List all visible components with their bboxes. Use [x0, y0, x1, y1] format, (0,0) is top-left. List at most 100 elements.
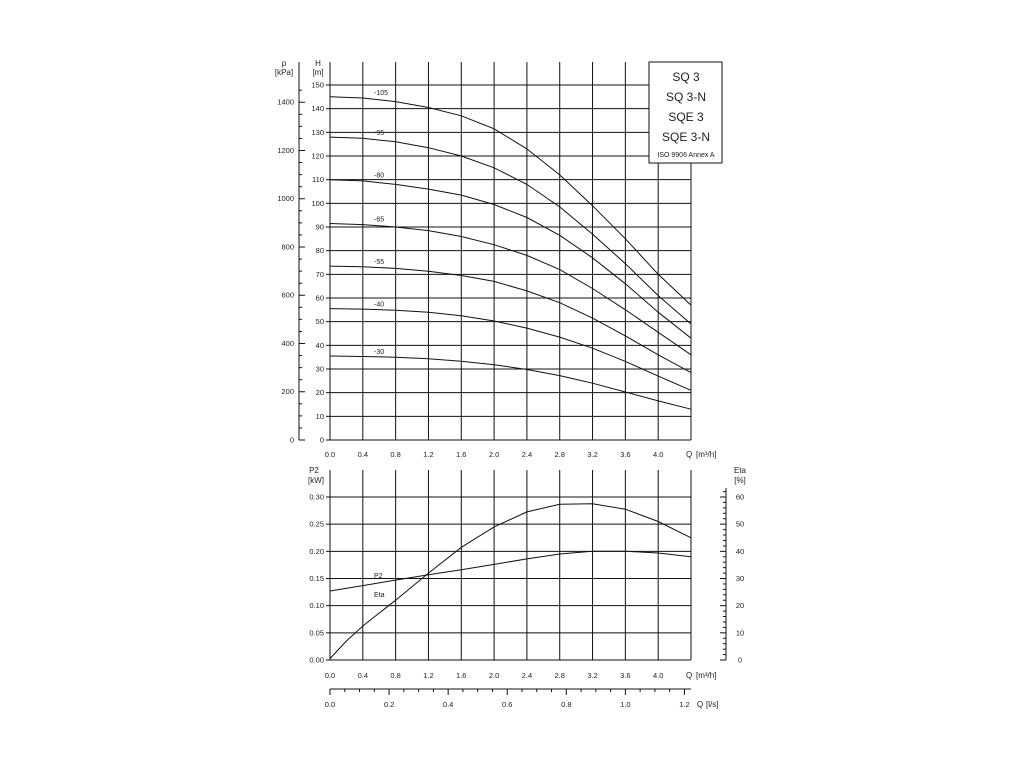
head-x-tick-label: 1.2	[423, 450, 433, 459]
eta-tick-label: 20	[736, 601, 744, 610]
ls-tick-label: 0.0	[325, 700, 335, 709]
p-tick-label: 400	[281, 339, 294, 348]
power-eta-x-axis-unit: [m³/h]	[696, 671, 716, 680]
eta-tick-label: 30	[736, 574, 744, 583]
head-curve-label: -40	[374, 302, 384, 309]
head-x-tick-label: 2.4	[522, 450, 532, 459]
eta-curve-label: Eta	[374, 592, 385, 599]
h-tick-label: 70	[316, 270, 324, 279]
power-eta-curves: P2 Eta	[329, 503, 692, 659]
head-curve-line	[329, 308, 692, 391]
h-tick-label: 140	[311, 104, 324, 113]
h-tick-label: 50	[316, 317, 324, 326]
h-tick-label: 40	[316, 341, 324, 350]
eta-tick-label: 60	[736, 493, 744, 502]
head-x-tick-label: 4.0	[653, 450, 663, 459]
power-eta-x-tick-label: 2.4	[522, 671, 532, 680]
head-panel: -105-95-80-65-55-40-30 02004006008001000…	[275, 59, 723, 459]
eta-tick-label: 50	[736, 520, 744, 529]
head-y-axis-p: 0 200 400 600 800 1000 1200 1400	[277, 62, 305, 445]
ls-x-axis: 0.0 0.2 0.4 0.6 0.8 1.0 1.2	[325, 688, 691, 709]
power-eta-x-tick-label: 1.6	[456, 671, 466, 680]
head-x-axis-name: Q	[686, 450, 692, 459]
eta-axis-unit: [%]	[734, 476, 746, 485]
h-axis-unit: [m]	[312, 68, 323, 77]
power-eta-x-tick-label: 2.0	[489, 671, 499, 680]
ls-tick-label: 0.4	[443, 700, 453, 709]
ls-tick-label: 0.6	[502, 700, 512, 709]
power-eta-x-tick-label: 0.8	[390, 671, 400, 680]
head-x-tick-label: 0.8	[390, 450, 400, 459]
ls-axis-unit: [l/s]	[706, 700, 718, 709]
head-curve-label: -65	[374, 216, 384, 223]
h-tick-label: 30	[316, 365, 324, 374]
head-x-tick-label: 0.0	[325, 450, 335, 459]
ls-tick-label: 0.8	[561, 700, 571, 709]
h-tick-label: 130	[311, 128, 324, 137]
power-eta-x-tick-label: 3.2	[587, 671, 597, 680]
power-eta-x-tick-label: 4.0	[653, 671, 663, 680]
h-tick-label: 20	[316, 388, 324, 397]
standard-note: ISO 9906 Annex A	[657, 152, 715, 159]
p2-tick-label: 0.05	[309, 628, 324, 637]
p-tick-label: 800	[281, 242, 294, 251]
p2-axis: 0.00 0.05 0.10 0.15 0.20 0.25 0.30	[309, 493, 330, 665]
eta-axis: 0 10 20 30 40 50 60	[720, 488, 744, 665]
model-name-3: SQE 3	[668, 110, 704, 124]
head-curve-line	[329, 179, 692, 339]
h-tick-label: 100	[311, 199, 324, 208]
power-eta-panel: P2 Eta 0.00 0.05 0.10 0.15 0.20 0.25 0.30 0 10 20…	[308, 466, 747, 709]
p-axis-name: p	[282, 59, 287, 68]
head-curve-line	[329, 96, 692, 306]
head-curve-label: -95	[374, 130, 384, 137]
h-tick-label: 10	[316, 412, 324, 421]
p-tick-label: 0	[290, 436, 294, 445]
head-curve-line	[329, 223, 692, 356]
head-x-tick-label: 3.6	[620, 450, 630, 459]
eta-tick-label: 40	[736, 547, 744, 556]
eta-tick-label: 10	[736, 628, 744, 637]
p2-tick-label: 0.10	[309, 601, 324, 610]
p-tick-label: 1400	[277, 98, 294, 107]
p2-curve-label: P2	[374, 573, 383, 580]
p2-tick-label: 0.25	[309, 520, 324, 529]
head-x-tick-label: 3.2	[587, 450, 597, 459]
model-name-1: SQ 3	[672, 70, 700, 84]
p-tick-label: 1200	[277, 146, 294, 155]
p2-tick-label: 0.30	[309, 493, 324, 502]
power-eta-x-tick-label: 3.6	[620, 671, 630, 680]
model-name-2: SQ 3-N	[666, 90, 706, 104]
p2-tick-label: 0.15	[309, 574, 324, 583]
head-curve-label: -80	[374, 173, 384, 180]
p-tick-label: 1000	[277, 194, 294, 203]
p2-axis-name: P2	[309, 466, 319, 475]
head-curves: -105 -95 -80 -65 -55 -40 -30	[329, 90, 692, 410]
eta-curve-line	[329, 503, 692, 659]
h-tick-label: 150	[311, 81, 324, 90]
head-curve-label: -55	[374, 259, 384, 266]
ls-tick-label: 1.2	[679, 700, 689, 709]
head-curve-label: -30	[374, 349, 384, 356]
p2-tick-label: 0.00	[309, 656, 324, 665]
eta-tick-label: 0	[738, 656, 742, 665]
h-tick-label: 0	[320, 436, 324, 445]
h-tick-label: 60	[316, 294, 324, 303]
head-x-tick-label: 1.6	[456, 450, 466, 459]
head-x-tick-label: 2.0	[489, 450, 499, 459]
p-tick-label: 200	[281, 387, 294, 396]
head-y-axis-h: 0 10 20 30 40 50 60 70 80 90 100 110 120 130 140 150	[311, 81, 330, 445]
head-x-tick-label: 0.4	[358, 450, 368, 459]
power-eta-x-tick-label: 1.2	[423, 671, 433, 680]
p-axis-unit: [kPa]	[275, 68, 293, 77]
head-curve-label: -105	[374, 90, 388, 97]
p2-tick-label: 0.20	[309, 547, 324, 556]
h-tick-label: 120	[311, 152, 324, 161]
h-tick-label: 90	[316, 223, 324, 232]
head-curve-line	[329, 265, 692, 374]
head-curve-line	[329, 355, 692, 410]
model-title-box: SQ 3 SQ 3-N SQE 3 SQE 3-N ISO 9906 Annex…	[648, 61, 723, 164]
head-curve-line	[329, 136, 692, 325]
p2-curve-line	[329, 550, 692, 592]
head-x-axis: 0.0 0.4 0.8 1.2 1.6 2.0 2.4 2.8 3.2 3.6 4.0	[325, 450, 664, 459]
